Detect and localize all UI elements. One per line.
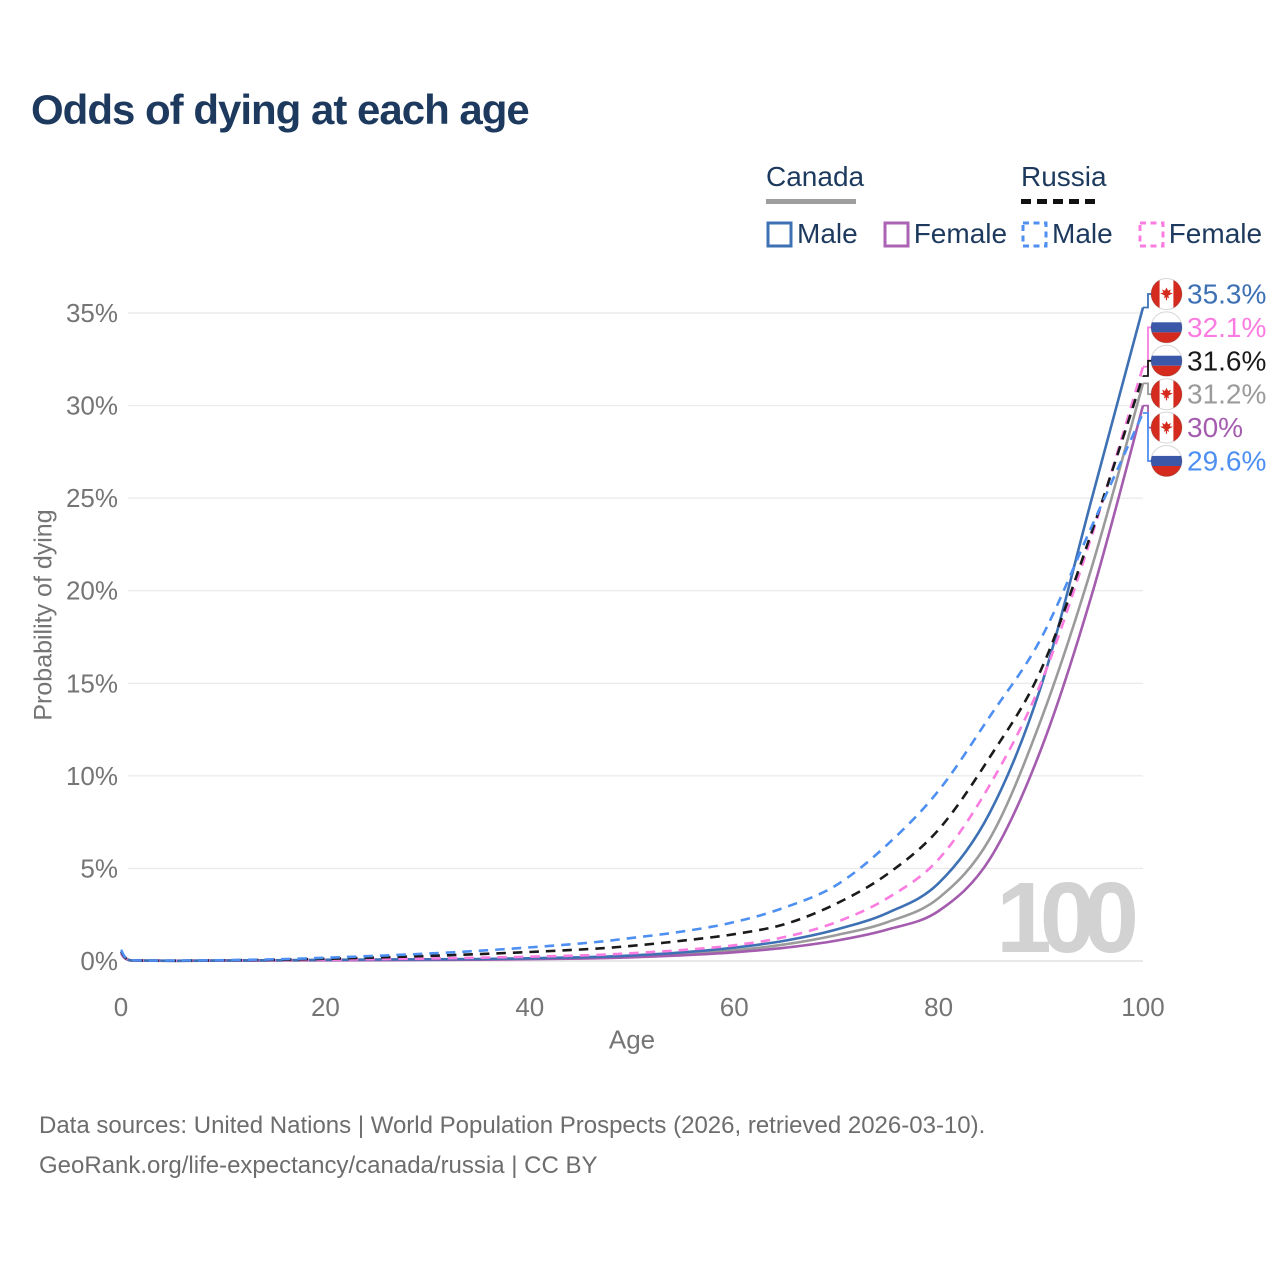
- end-label-canada-male[interactable]: 35.3%: [1143, 278, 1266, 310]
- y-tick-label: 35%: [66, 298, 118, 328]
- flag-red-band: [1173, 412, 1182, 444]
- russia-female-swatch-icon: [1138, 221, 1165, 248]
- russia-flag-icon: [1150, 445, 1183, 477]
- y-axis-title: Probability of dying: [29, 509, 58, 721]
- end-label-canada-female[interactable]: 30%: [1143, 404, 1243, 444]
- x-tick-label: 0: [114, 992, 128, 1022]
- legend-group-canada: Canada Male Female: [766, 162, 1007, 250]
- flag-border: [1150, 344, 1183, 377]
- flag-art: [1151, 311, 1182, 343]
- end-label-value: 29.6%: [1187, 446, 1266, 477]
- y-tick-label: 20%: [66, 576, 118, 606]
- flag-red-band: [1151, 278, 1160, 310]
- flag-blue-band: [1151, 355, 1182, 366]
- series-line-canada-total[interactable]: [120, 383, 1145, 963]
- maple-leaf-icon: [1160, 387, 1173, 401]
- label-connector: [1143, 326, 1152, 368]
- label-connector: [1143, 382, 1152, 396]
- legend-russia-total-line-swatch: [1021, 199, 1101, 205]
- legend-canada-title: Canada: [766, 161, 865, 192]
- series-line-russia-total[interactable]: [119, 375, 1145, 963]
- flag-red-band: [1173, 378, 1182, 410]
- russia-male-swatch-icon: [1021, 221, 1048, 248]
- legend-item-canada-female[interactable]: Female: [883, 218, 1007, 250]
- flag-border: [1150, 445, 1183, 477]
- label-connector: [1143, 359, 1152, 377]
- x-tick-label: 80: [924, 992, 953, 1022]
- maple-leaf-icon: [1160, 287, 1173, 301]
- legend-canada-male-label: Male: [797, 218, 858, 250]
- maple-leaf-icon: [1160, 421, 1173, 434]
- canada-flag-icon: [1150, 411, 1183, 444]
- flag-white-band: [1151, 311, 1182, 323]
- legend-russia-male-label: Male: [1052, 218, 1113, 250]
- flag-art: [1151, 412, 1182, 444]
- page-title: Odds of dying at each age: [31, 86, 530, 133]
- end-label-value: 31.2%: [1187, 379, 1266, 410]
- legend-russia-female-label: Female: [1168, 218, 1263, 250]
- flag-white-band: [1151, 345, 1182, 356]
- y-tick-label: 30%: [66, 391, 118, 421]
- flag-art: [1151, 378, 1182, 410]
- y-tick-label: 5%: [80, 853, 118, 883]
- legend-item-canada-male[interactable]: Male: [766, 218, 858, 250]
- flag-art: [1151, 345, 1182, 377]
- flag-red-band: [1173, 278, 1182, 310]
- canada-flag-icon: [1150, 378, 1183, 411]
- flag-white-band: [1151, 445, 1182, 456]
- flag-border: [1150, 311, 1183, 344]
- y-tick-label: 15%: [66, 668, 118, 698]
- x-axis-title: Age: [608, 1024, 656, 1055]
- footer: Data sources: United Nations | World Pop…: [39, 1106, 985, 1186]
- flag-blue-band: [1151, 322, 1182, 333]
- label-connector: [1143, 293, 1152, 309]
- footer-attribution: GeoRank.org/life-expectancy/canada/russi…: [39, 1152, 598, 1179]
- flag-border: [1150, 278, 1183, 310]
- legend-group-russia: Russia Male Female: [1021, 162, 1262, 250]
- end-label-value: 32.1%: [1187, 312, 1266, 343]
- x-tick-label: 20: [311, 992, 340, 1022]
- canada-male-swatch-icon: [766, 221, 793, 248]
- age-counter-watermark: 100: [996, 862, 1139, 974]
- end-label-russia-total[interactable]: 31.6%: [1143, 344, 1266, 377]
- label-connector: [1143, 412, 1152, 462]
- legend-canada-total-line-swatch: [766, 199, 856, 205]
- end-label-canada-total[interactable]: 31.2%: [1143, 378, 1266, 411]
- footer-data-sources: Data sources: United Nations | World Pop…: [39, 1112, 986, 1139]
- legend-item-russia-male[interactable]: Male: [1021, 218, 1113, 250]
- end-label-russia-male[interactable]: 29.6%: [1143, 412, 1266, 477]
- canada-female-swatch-icon: [883, 221, 910, 248]
- legend-item-russia-female[interactable]: Female: [1138, 218, 1262, 250]
- x-tick-label: 60: [720, 992, 749, 1022]
- series-line-russia-male[interactable]: [119, 412, 1145, 962]
- legend-russia-title: Russia: [1021, 161, 1107, 192]
- end-label-value: 31.6%: [1187, 345, 1266, 376]
- end-label-value: 35.3%: [1187, 279, 1266, 310]
- flag-red-band: [1151, 378, 1160, 410]
- flag-art: [1151, 445, 1182, 477]
- y-tick-label: 10%: [66, 761, 118, 791]
- series-line-russia-female[interactable]: [120, 366, 1145, 963]
- flag-red-band: [1151, 365, 1182, 377]
- end-label-russia-female[interactable]: 32.1%: [1143, 311, 1266, 368]
- flag-border: [1150, 378, 1183, 411]
- russia-flag-icon: [1150, 311, 1183, 344]
- flag-blue-band: [1151, 455, 1182, 466]
- canada-flag-icon: [1150, 278, 1183, 310]
- end-label-value: 30%: [1187, 412, 1243, 443]
- flag-art: [1151, 278, 1182, 310]
- x-tick-label: 40: [515, 992, 544, 1022]
- flag-red-band: [1151, 412, 1160, 444]
- flag-red-band: [1151, 466, 1182, 477]
- russia-flag-icon: [1150, 344, 1183, 377]
- flag-red-band: [1151, 332, 1182, 343]
- flag-border: [1150, 411, 1183, 444]
- x-tick-label: 100: [1121, 992, 1164, 1022]
- y-tick-label: 0%: [80, 946, 118, 976]
- y-tick-label: 25%: [66, 483, 118, 513]
- legend-canada-female-label: Female: [913, 218, 1008, 250]
